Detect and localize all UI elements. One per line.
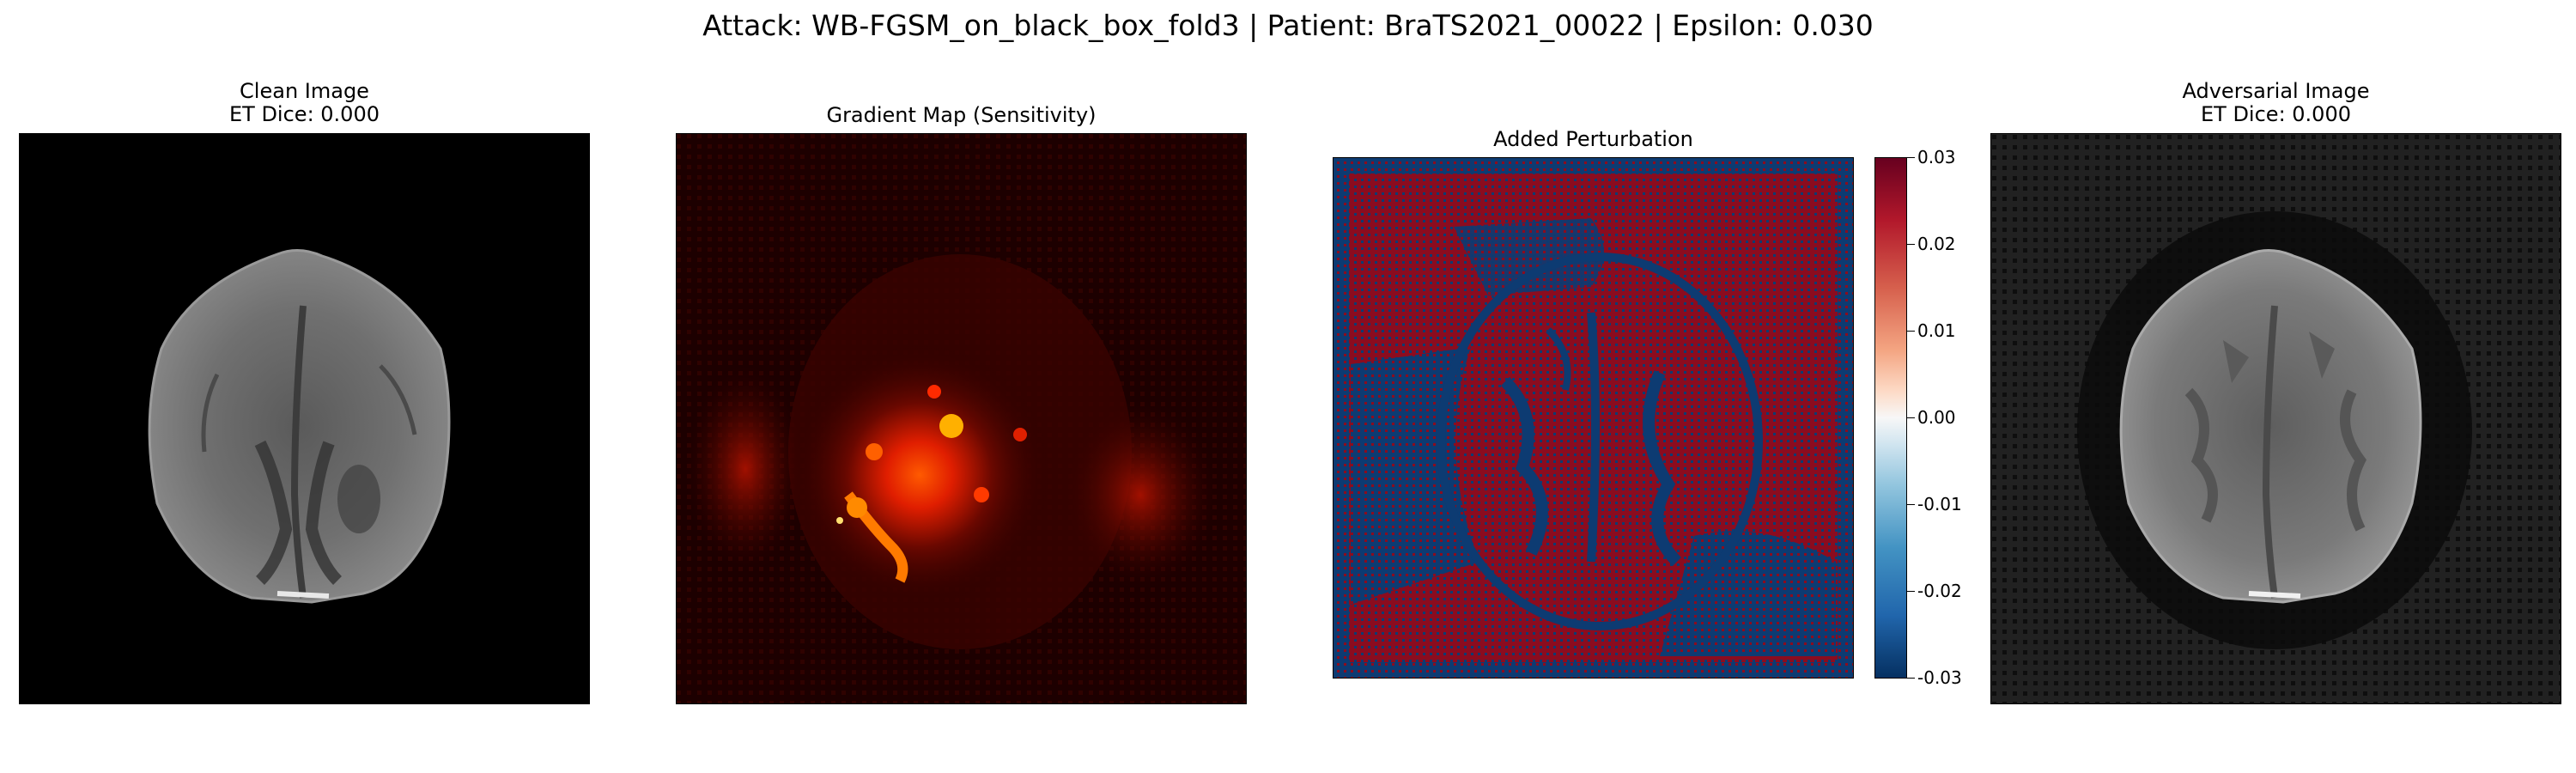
perturbation-title: Added Perturbation [1493, 127, 1693, 151]
adversarial-image-figure [1991, 134, 2561, 703]
colorbar-tick-label: 0.02 [1917, 234, 1956, 254]
colorbar-tick [1907, 504, 1915, 505]
perturbation-figure [1334, 158, 1853, 678]
adversarial-image-title: Adversarial Image ET Dice: 0.000 [1990, 80, 2561, 126]
colorbar-tick-label: 0.00 [1917, 407, 1956, 428]
colorbar-tick-label: 0.03 [1917, 147, 1956, 167]
colorbar-tick [1907, 678, 1915, 679]
colorbar-tick-label: -0.02 [1917, 581, 1962, 601]
colorbar-tick-label: -0.01 [1917, 494, 1962, 514]
adversarial-image-panel [1990, 133, 2561, 704]
clean-image-panel [19, 133, 590, 704]
perturbation-panel [1333, 157, 1854, 679]
colorbar-tick [1907, 244, 1915, 245]
clean-image-title: Clean Image ET Dice: 0.000 [19, 80, 590, 126]
colorbar-tick [1907, 417, 1915, 418]
figure-title: Attack: WB-FGSM_on_black_box_fold3 | Pat… [702, 9, 1874, 42]
adversarial-image-title-line1: Adversarial Image [2182, 79, 2370, 103]
colorbar-tick-label: -0.03 [1917, 667, 1962, 688]
gradient-map-figure [677, 134, 1246, 703]
gradient-map-title: Gradient Map (Sensitivity) [826, 103, 1097, 127]
clean-image-title-line1: Clean Image [240, 79, 369, 103]
colorbar-tick [1907, 157, 1915, 158]
clean-image-dice-label: ET Dice: 0.000 [229, 102, 380, 126]
gradient-map-panel [676, 133, 1247, 704]
adversarial-image-dice-label: ET Dice: 0.000 [2201, 102, 2351, 126]
clean-image-figure [20, 134, 589, 703]
colorbar-tick [1907, 331, 1915, 332]
colorbar [1874, 157, 1907, 679]
brain-slice [2119, 249, 2422, 604]
colorbar-tick-label: 0.01 [1917, 320, 1956, 341]
colorbar-tick [1907, 591, 1915, 592]
